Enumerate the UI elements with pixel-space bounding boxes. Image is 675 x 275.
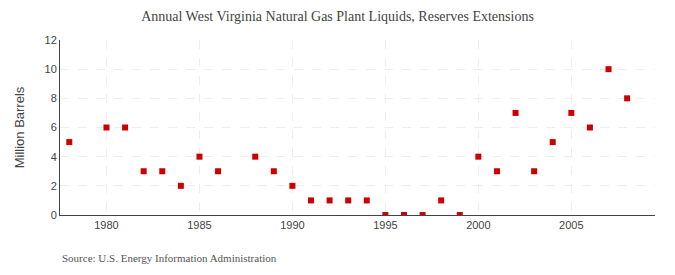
svg-text:Source: U.S. Energy Informatio: Source: U.S. Energy Information Administ… xyxy=(62,252,277,264)
svg-text:1995: 1995 xyxy=(373,219,397,231)
svg-text:2000: 2000 xyxy=(466,219,490,231)
svg-text:0: 0 xyxy=(51,209,57,221)
svg-text:Million Barrels: Million Barrels xyxy=(12,86,27,168)
svg-text:4: 4 xyxy=(51,151,57,163)
svg-text:1985: 1985 xyxy=(187,219,211,231)
svg-text:10: 10 xyxy=(45,63,57,75)
svg-text:1980: 1980 xyxy=(94,219,118,231)
svg-text:12: 12 xyxy=(45,34,57,46)
svg-text:6: 6 xyxy=(51,121,57,133)
svg-text:Annual West Virginia Natural G: Annual West Virginia Natural Gas Plant L… xyxy=(141,9,534,24)
svg-text:8: 8 xyxy=(51,92,57,104)
svg-text:2: 2 xyxy=(51,180,57,192)
svg-text:2005: 2005 xyxy=(559,219,583,231)
svg-text:1990: 1990 xyxy=(280,219,304,231)
